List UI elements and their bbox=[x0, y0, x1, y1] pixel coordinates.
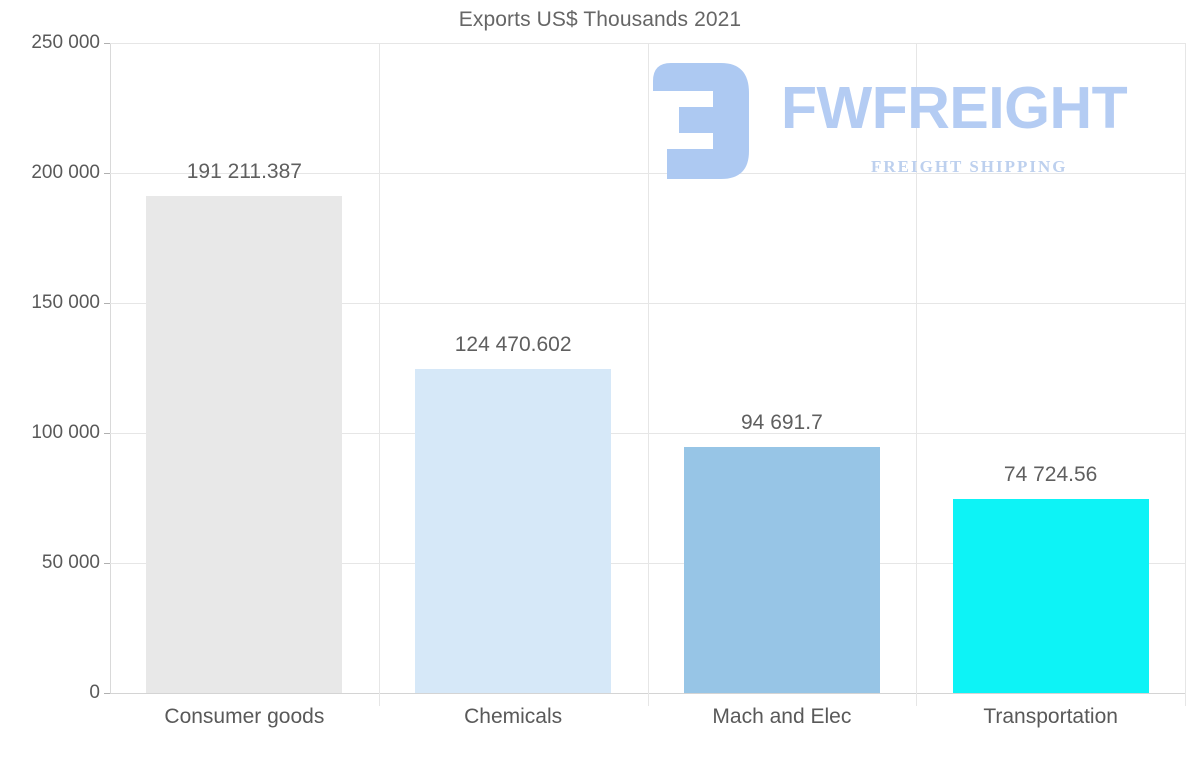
category-separator bbox=[378, 43, 380, 706]
y-axis-tick-label: 200 000 bbox=[31, 162, 100, 183]
y-axis-tick-label: 0 bbox=[89, 682, 100, 703]
bar[interactable] bbox=[683, 446, 880, 693]
x-axis-tick-label: Transportation bbox=[983, 705, 1118, 728]
x-axis-tick-label: Chemicals bbox=[464, 705, 563, 728]
y-axis-tick-mark bbox=[104, 303, 110, 304]
bar[interactable] bbox=[415, 369, 612, 693]
bar-value-label: 124 470.602 bbox=[454, 333, 572, 357]
bar[interactable] bbox=[146, 195, 343, 693]
y-axis-tick-mark bbox=[104, 563, 110, 564]
category-separator bbox=[1185, 43, 1186, 706]
y-axis-labels: 0 50 000 100 000 150 000 200 000 250 000 bbox=[0, 0, 110, 763]
chart-title: Exports US$ Thousands 2021 bbox=[458, 8, 742, 31]
x-axis-tick-label: Mach and Elec bbox=[712, 705, 852, 728]
y-axis-line bbox=[110, 43, 111, 694]
bar-value-label: 74 724.56 bbox=[1003, 462, 1098, 486]
category-separator bbox=[916, 43, 918, 706]
plot-area bbox=[110, 43, 1186, 706]
bar[interactable] bbox=[952, 498, 1149, 693]
y-axis-tick-mark bbox=[104, 43, 110, 44]
y-axis-tick-label: 100 000 bbox=[31, 422, 100, 443]
y-axis-tick-label: 50 000 bbox=[41, 552, 100, 573]
category-separator bbox=[647, 43, 649, 706]
y-axis-tick-mark bbox=[104, 693, 110, 694]
bar-value-label: 94 691.7 bbox=[741, 410, 823, 434]
y-axis-tick-mark bbox=[104, 433, 110, 434]
x-axis-tick-label: Consumer goods bbox=[164, 705, 325, 728]
y-axis-tick-mark bbox=[104, 173, 110, 174]
bar-value-label: 191 211.387 bbox=[186, 159, 302, 183]
y-axis-tick-label: 250 000 bbox=[31, 32, 100, 53]
y-axis-tick-label: 150 000 bbox=[31, 292, 100, 313]
